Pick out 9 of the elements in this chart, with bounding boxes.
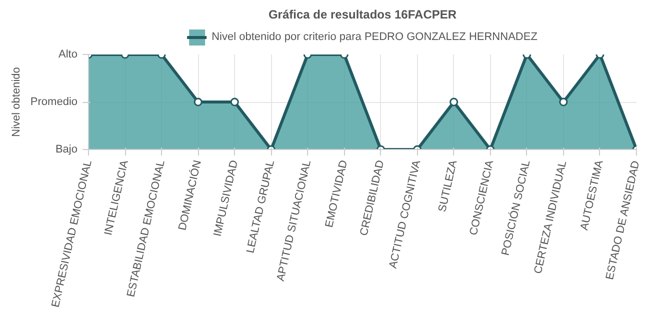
chart-title: Gráfica de resultados 16FACPER (268, 8, 457, 22)
legend-label: Nivel obtenido por criterio para PEDRO GONZALEZ HERNNADEZ (212, 31, 538, 43)
text: Bajo (55, 144, 78, 156)
text: Promedio (30, 96, 78, 108)
x-tick-label: LEALTAD GRUPAL (244, 159, 278, 254)
y-axis-title: Nivel obtenido (10, 67, 22, 137)
text: Alto (58, 48, 78, 60)
x-tick-label: ESTADO DE ANSIEDAD (604, 160, 642, 281)
x-tick-label: SUTILEZA (436, 158, 460, 214)
